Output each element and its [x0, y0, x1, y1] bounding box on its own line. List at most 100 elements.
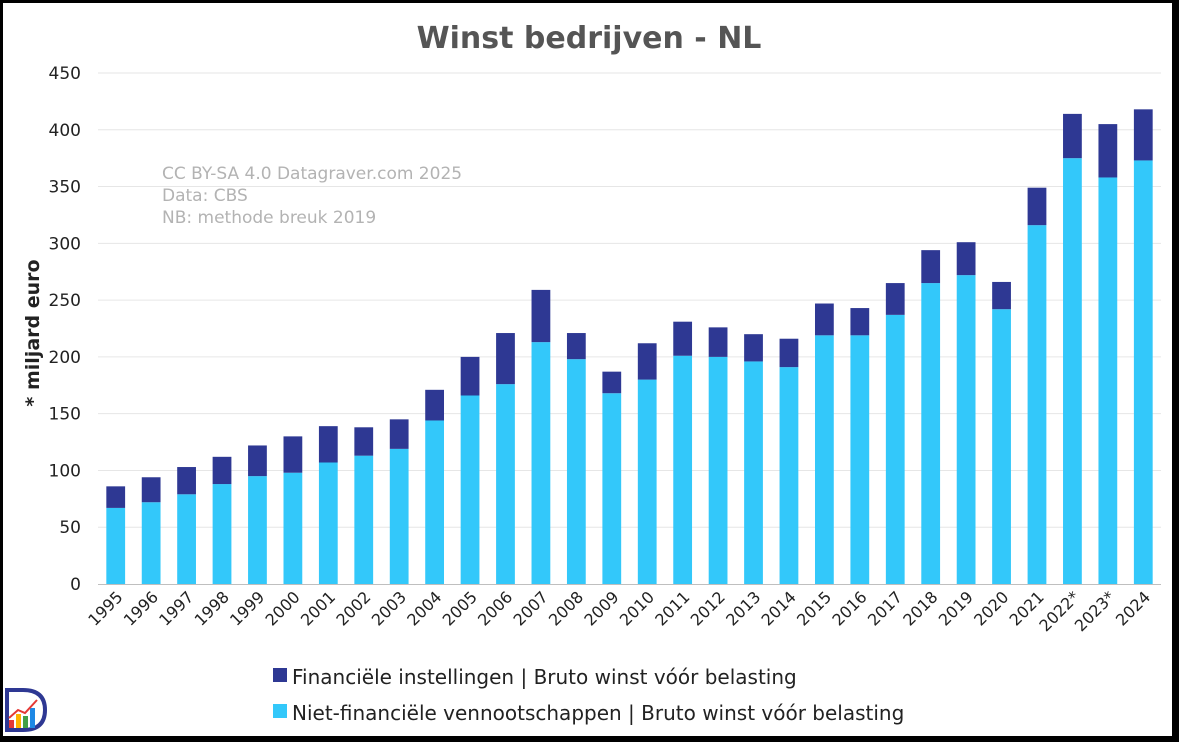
x-tick-label: 2023* [1071, 587, 1119, 635]
bar-financial [921, 250, 941, 284]
y-tick-label: 250 [49, 291, 81, 311]
x-tick-label: 2010 [616, 587, 658, 629]
x-tick-label: 2000 [261, 587, 303, 629]
x-tick-label: 2011 [651, 587, 693, 629]
bar-non-financial [212, 484, 232, 584]
bar-financial [1027, 187, 1047, 226]
x-tick-label: 1998 [191, 587, 233, 629]
bar-non-financial [389, 448, 409, 584]
bar-financial [566, 333, 586, 360]
bar-financial [885, 283, 905, 315]
bar-non-financial [318, 462, 338, 584]
bar-non-financial [744, 361, 763, 584]
bar-financial [1063, 113, 1082, 159]
bar-non-financial [106, 507, 126, 584]
bar-financial [283, 436, 303, 473]
legend-item-financial: Financiële instellingen | Bruto winst vó… [273, 665, 797, 689]
bar-financial [602, 371, 622, 394]
bar-non-financial [531, 342, 551, 584]
source-annotations: CC BY-SA 4.0 Datagraver.com 2025 Data: C… [162, 164, 462, 228]
bar-non-financial [673, 355, 693, 584]
bar-financial [460, 356, 480, 396]
legend-label-financial: Financiële instellingen | Bruto winst vó… [292, 665, 797, 689]
x-tick-label: 2019 [935, 587, 977, 629]
y-tick-label: 300 [49, 234, 81, 254]
x-tick-label: 2009 [580, 587, 622, 629]
bar-financial [1098, 124, 1118, 178]
bar-financial [496, 333, 515, 385]
stacked-bar-chart: Winst bedrijven - NL 0 50 100 150 200 250 300 3… [22, 21, 1161, 725]
bar-non-financial [637, 379, 657, 584]
y-tick-label: 0 [70, 575, 81, 595]
x-tick-label: 2001 [297, 587, 339, 629]
legend: Financiële instellingen | Bruto winst vó… [273, 665, 904, 725]
x-tick-label: 2015 [793, 587, 835, 629]
y-tick-label: 350 [49, 178, 81, 198]
bar-non-financial [1027, 225, 1047, 585]
bar-non-financial [814, 335, 834, 584]
bar-non-financial [708, 356, 728, 584]
bar-non-financial [177, 494, 196, 584]
x-tick-label: 2020 [970, 587, 1012, 629]
bar-non-financial [921, 283, 941, 584]
bar-non-financial [566, 359, 586, 584]
bar-non-financial [956, 275, 976, 584]
y-tick-label: 100 [49, 461, 81, 481]
bar-financial [850, 308, 870, 336]
bar-financial [248, 445, 267, 477]
x-tick-label: 2008 [545, 587, 587, 629]
bar-non-financial [1133, 160, 1153, 584]
x-tick-label: 1996 [120, 587, 162, 629]
y-axis-label: * miljard euro [22, 259, 44, 406]
bar-financial [779, 338, 799, 368]
bar-non-financial [283, 472, 303, 584]
x-tick-label: 2003 [368, 587, 410, 629]
bar-non-financial [992, 309, 1011, 584]
bar-non-financial [496, 384, 515, 584]
legend-swatch-non-financial [273, 704, 287, 718]
y-tick-label: 400 [49, 121, 81, 141]
bar-financial [354, 427, 374, 456]
x-tick-label: 2016 [828, 587, 870, 629]
bar-financial [673, 321, 693, 356]
x-tick-label: 2013 [722, 587, 764, 629]
bar-financial [425, 389, 445, 421]
legend-label-non-financial: Niet-financiële vennootschappen | Bruto … [292, 701, 904, 725]
x-tick-label: 2002 [332, 587, 374, 629]
y-tick-label: 50 [59, 518, 81, 538]
bar-non-financial [602, 393, 622, 584]
bar-non-financial [779, 367, 799, 584]
bar-financial [708, 327, 728, 357]
y-tick-label: 200 [49, 348, 81, 368]
chart-canvas: Winst bedrijven - NL 0 50 100 150 200 250 300 3… [3, 3, 1172, 736]
datagraver-logo [5, 688, 48, 732]
x-tick-label: 2018 [899, 587, 941, 629]
bar-non-financial [850, 335, 870, 584]
x-tick-label: 2004 [403, 587, 445, 629]
bar-non-financial [1063, 158, 1082, 584]
x-axis-ticks: 1995199619971998199920002001200220032004… [84, 587, 1154, 635]
x-tick-label: 1995 [84, 587, 126, 629]
legend-swatch-financial [273, 668, 287, 682]
x-tick-label: 2014 [758, 587, 800, 629]
bar-non-financial [248, 476, 267, 584]
bar-financial [1133, 109, 1153, 161]
x-tick-label: 2024 [1112, 587, 1154, 629]
annotation-method-note: NB: methode breuk 2019 [162, 208, 376, 228]
bar-financial [992, 281, 1011, 310]
bar-non-financial [460, 395, 480, 584]
bar-financial [744, 334, 763, 362]
bar-financial [141, 477, 161, 503]
bar-non-financial [141, 502, 161, 584]
bar-non-financial [354, 455, 374, 584]
bar-non-financial [885, 314, 905, 584]
bar-financial [814, 303, 834, 336]
chart-title: Winst bedrijven - NL [417, 21, 762, 56]
bar-financial [956, 242, 976, 276]
y-tick-label: 150 [49, 405, 81, 425]
bar-non-financial [425, 420, 445, 584]
legend-item-non-financial: Niet-financiële vennootschappen | Bruto … [273, 701, 904, 725]
gridlines [98, 72, 1161, 528]
bars [106, 109, 1153, 585]
bar-financial [177, 467, 196, 495]
